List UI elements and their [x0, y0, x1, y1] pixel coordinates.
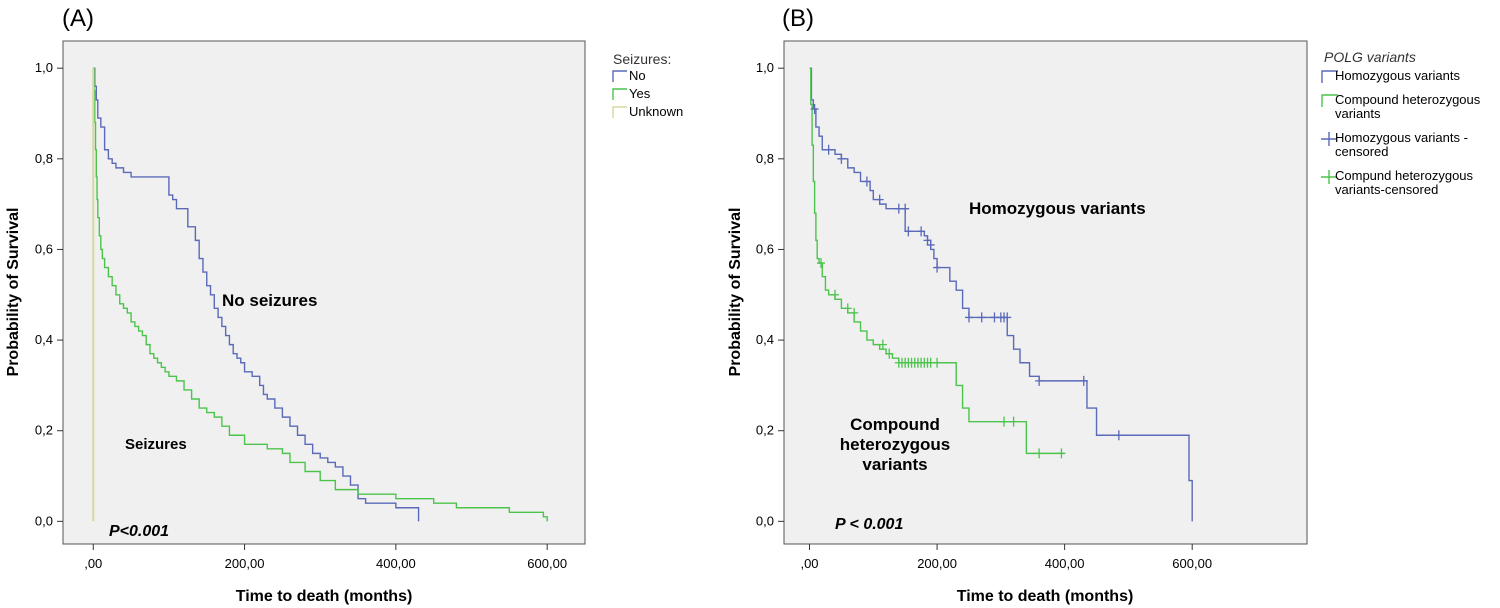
b-y-tick-label: 1,0: [756, 60, 774, 75]
b-censor-mark-homozygous-variants-censored: [875, 194, 884, 205]
b-censor-mark-homozygous-variants-censored: [837, 153, 846, 164]
panel-a-annotation-no-seizures: No seizures: [222, 291, 317, 310]
b-legend-label: Compound heterozygous: [1335, 92, 1481, 107]
panel-a-legend: No Yes Unknown: [612, 68, 683, 119]
b-legend-label: Compund heterozygous: [1335, 168, 1474, 183]
b-censor-mark-homozygous-variants-censored: [824, 144, 833, 155]
panel-b-letter: (B): [782, 5, 814, 32]
panel-b-legend: Homozygous variants Compound heterozygous…: [1321, 68, 1481, 197]
a-y-tick-label: 0,6: [35, 241, 53, 256]
b-legend-label: censored: [1335, 144, 1388, 159]
b-censor-mark-homozygous-variants-censored: [1035, 375, 1044, 386]
a-y-tick-label: 0,8: [35, 151, 53, 166]
a-series-line-yes: [93, 67, 548, 522]
panel-b-series: [809, 67, 1193, 522]
panel-a-y-axis-title: Probability of Survival: [5, 208, 22, 377]
b-censor-mark-homozygous-variants-censored: [1003, 312, 1012, 323]
panel-b-x-ticks: ,00 200,00 400,00 600,00: [800, 544, 1212, 571]
panel-b-x-axis-title: Time to death (months): [957, 588, 1134, 605]
a-y-tick-label: 1,0: [35, 60, 53, 75]
b-censor-mark-compund-heterozygous-variants-censored: [1057, 448, 1066, 459]
b-censor-mark-homozygous-variants-censored: [1079, 375, 1088, 386]
b-y-tick-label: 0,0: [756, 513, 774, 528]
a-legend-label: Yes: [629, 86, 651, 101]
panel-a-x-axis-title: Time to death (months): [236, 588, 413, 605]
panel-a-series: [92, 67, 548, 522]
b-y-tick-label: 0,4: [756, 332, 774, 347]
b-censor-mark-homozygous-variants-censored: [977, 312, 986, 323]
panel-b-annotation-compound-3: variants: [862, 455, 927, 474]
b-legend-swatch: [1321, 170, 1337, 184]
b-censor-mark-homozygous-variants-censored: [904, 226, 913, 237]
panel-b-legend-title: POLG variants: [1324, 49, 1416, 65]
b-censor-mark-homozygous-variants-censored: [862, 176, 871, 187]
a-legend-swatch: [612, 70, 627, 82]
b-x-tick-label: 200,00: [917, 556, 957, 571]
b-censor-mark-compund-heterozygous-variants-censored: [1000, 416, 1009, 427]
b-censor-mark-homozygous-variants-censored: [933, 262, 942, 273]
b-y-tick-label: 0,6: [756, 241, 774, 256]
panel-b-annotation-homozygous: Homozygous variants: [969, 199, 1146, 218]
a-x-tick-label: 200,00: [225, 556, 265, 571]
b-x-tick-label: ,00: [800, 556, 818, 571]
b-legend-swatch: [1321, 94, 1338, 107]
b-legend-label: Homozygous variants: [1335, 68, 1460, 83]
panel-b-plot-area: [783, 40, 1308, 545]
b-x-tick-label: 400,00: [1045, 556, 1085, 571]
b-legend-swatch: [1321, 70, 1338, 83]
b-censor-mark-homozygous-variants-censored: [810, 103, 819, 114]
a-series-line-no: [93, 67, 420, 522]
b-censor-mark-homozygous-variants-censored: [1114, 430, 1123, 441]
b-censor-mark-compund-heterozygous-variants-censored: [933, 357, 942, 368]
b-censor-mark-compund-heterozygous-variants-censored: [1009, 416, 1018, 427]
b-censor-mark-compund-heterozygous-variants-censored: [878, 339, 887, 350]
panel-a-x-ticks: ,00 200,00 400,00 600,00: [84, 544, 567, 571]
panel-b: (B) 0,0 0,2 0,4 0,6 0,8 1,0 ,00 200,00 400,00 60…: [727, 5, 1481, 605]
b-y-tick-label: 0,8: [756, 151, 774, 166]
a-y-tick-label: 0,0: [35, 513, 53, 528]
b-censor-mark-homozygous-variants-censored: [901, 203, 910, 214]
a-y-tick-label: 0,4: [35, 332, 53, 347]
b-legend-label: Homozygous variants -: [1335, 130, 1468, 145]
b-censor-mark-homozygous-variants-censored: [917, 226, 926, 237]
panel-b-annotation-compound-1: Compound: [850, 415, 940, 434]
panel-a-letter: (A): [62, 5, 94, 32]
panel-a-y-ticks: 0,0 0,2 0,4 0,6 0,8 1,0: [35, 60, 63, 528]
a-legend-label: No: [629, 68, 646, 83]
b-censor-mark-compund-heterozygous-variants-censored: [816, 258, 825, 269]
panel-a-p-value: P<0.001: [109, 523, 169, 540]
a-y-tick-label: 0,2: [35, 423, 53, 438]
panel-b-p-value: P < 0.001: [835, 516, 903, 533]
panel-b-annotation-compound-2: heterozygous: [840, 435, 951, 454]
a-legend-label: Unknown: [629, 104, 683, 119]
b-legend-label: variants: [1335, 106, 1381, 121]
b-censor-mark-compund-heterozygous-variants-censored: [885, 348, 894, 359]
b-censor-mark-compund-heterozygous-variants-censored: [850, 307, 859, 318]
a-x-tick-label: ,00: [84, 556, 102, 571]
b-legend-swatch: [1321, 132, 1337, 146]
panel-b-y-ticks: 0,0 0,2 0,4 0,6 0,8 1,0: [756, 60, 784, 528]
a-legend-swatch: [612, 88, 627, 100]
b-y-tick-label: 0,2: [756, 423, 774, 438]
b-censor-mark-homozygous-variants-censored: [926, 239, 935, 250]
panel-a-plot-area: [62, 40, 586, 545]
b-censor-mark-compund-heterozygous-variants-censored: [843, 303, 852, 314]
panel-a-annotation-seizures: Seizures: [125, 436, 187, 453]
b-censor-mark-compund-heterozygous-variants-censored: [1035, 448, 1044, 459]
b-legend-label: variants-censored: [1335, 182, 1438, 197]
b-censor-mark-compund-heterozygous-variants-censored: [831, 289, 840, 300]
a-x-tick-label: 400,00: [376, 556, 416, 571]
b-x-tick-label: 600,00: [1172, 556, 1212, 571]
a-legend-swatch: [612, 106, 627, 118]
panel-a-legend-title: Seizures:: [613, 51, 671, 67]
a-x-tick-label: 600,00: [527, 556, 567, 571]
panel-a: (A) 0,0 0,2 0,4 0,6 0,8 1,0 ,00 200,00 400,00 60…: [5, 5, 683, 605]
panel-b-y-axis-title: Probability of Survival: [727, 208, 744, 377]
b-censor-mark-homozygous-variants-censored: [964, 312, 973, 323]
